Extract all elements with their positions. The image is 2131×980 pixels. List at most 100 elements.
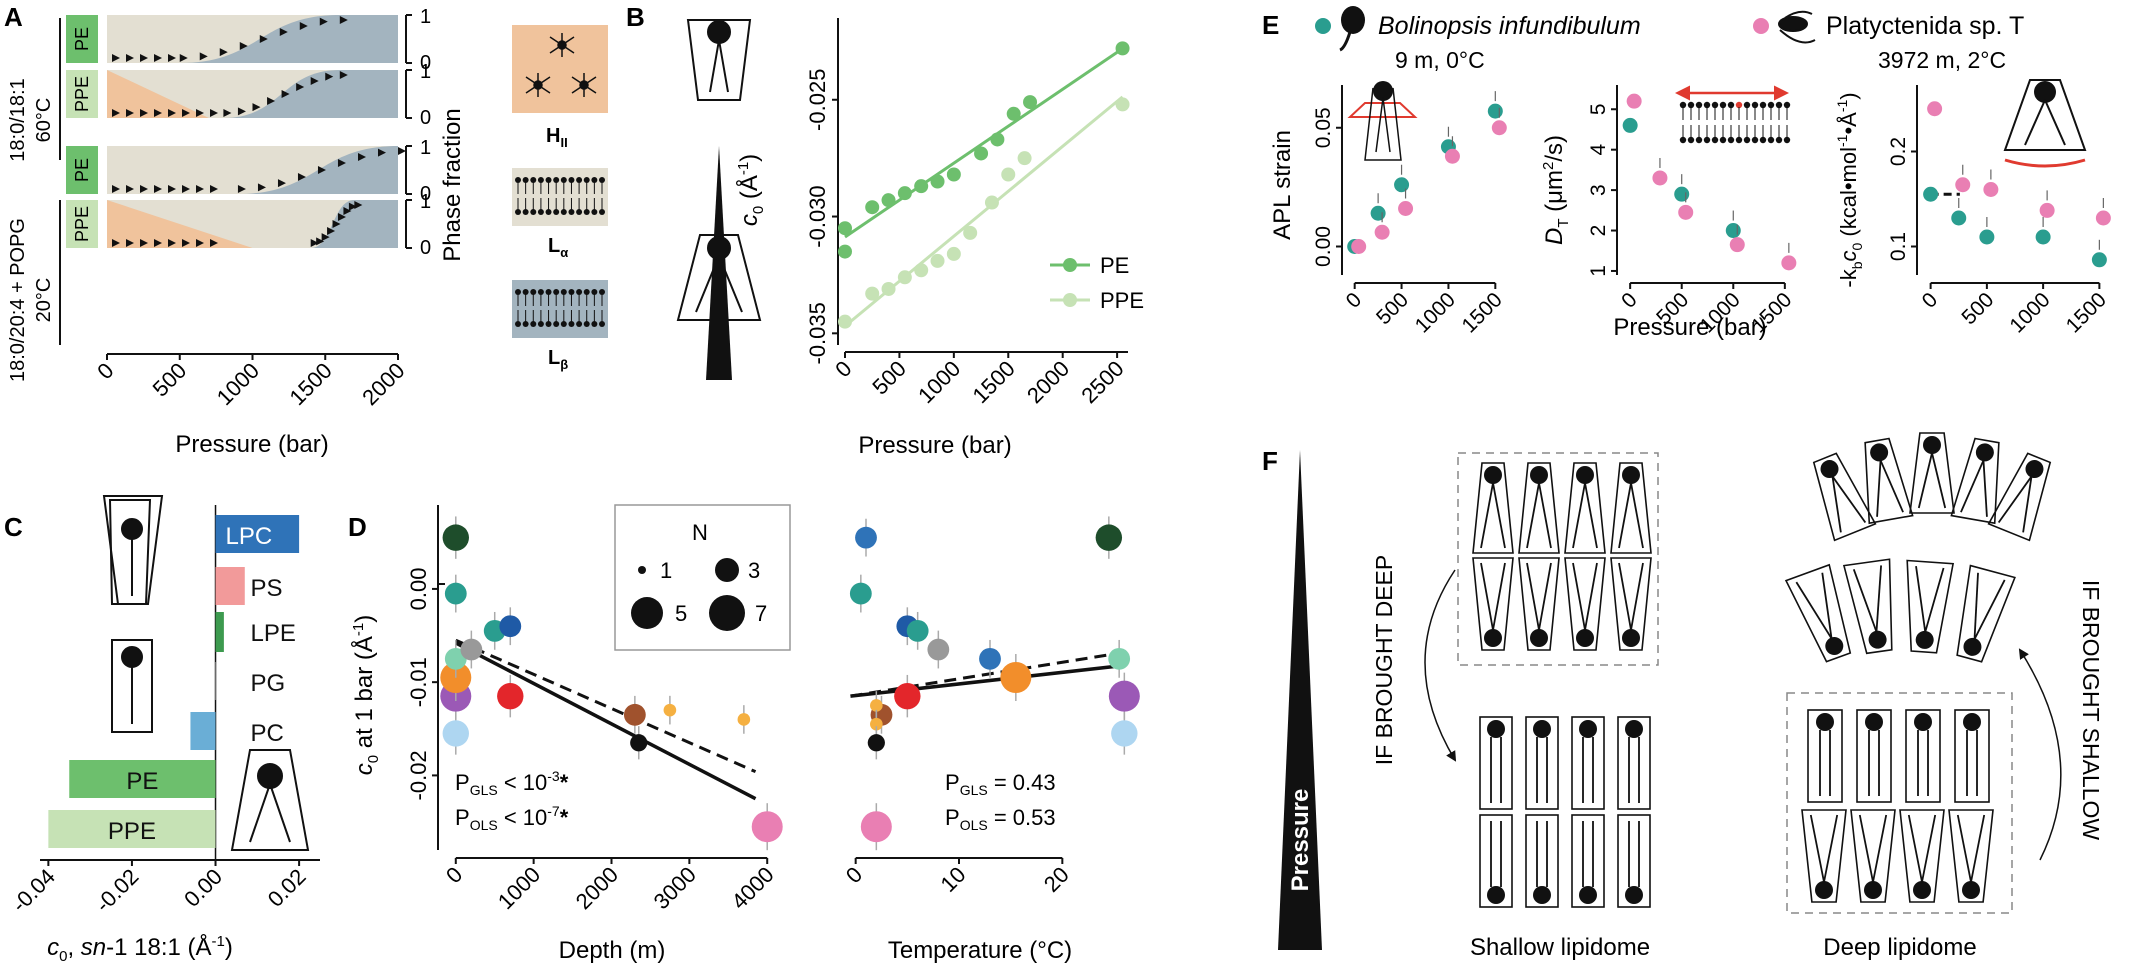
lipid-outline — [1472, 557, 1514, 651]
x-tick-label: 0 — [92, 358, 118, 384]
y-tick-label: 0.1 — [1887, 232, 1910, 261]
lipid-head — [1533, 886, 1551, 904]
lipid-tail — [1823, 814, 1839, 883]
lipid-outline — [1842, 558, 1893, 655]
species-point — [1095, 524, 1123, 551]
la-phase-icon — [515, 177, 605, 215]
lipid-unit — [1856, 709, 1892, 803]
lipid-head — [1703, 101, 1711, 109]
panel-letter-c: C — [4, 512, 23, 542]
row-label-box — [66, 70, 98, 118]
panel-letter-d: D — [348, 512, 367, 542]
data-marker — [140, 54, 148, 62]
lipid-head — [1743, 136, 1751, 144]
n-legend-1: 1 — [660, 558, 672, 583]
lipid-tail — [1931, 452, 1947, 509]
lipid-outline — [1518, 462, 1560, 554]
x-tick-label: 10 — [936, 862, 971, 897]
lipid-tail — [1538, 562, 1552, 631]
data-marker — [321, 233, 330, 242]
y-tick-label: -0.035 — [805, 302, 830, 364]
lipid-outline — [1905, 709, 1941, 803]
group1-label: 18:0/18:1 — [7, 78, 29, 161]
lipid-outline — [1571, 716, 1605, 810]
data-marker — [281, 90, 290, 98]
y-tick-label: -0.025 — [805, 69, 830, 131]
lipid-outline — [1909, 432, 1955, 514]
data-marker — [168, 239, 176, 247]
data-marker — [154, 54, 162, 62]
if-brought-deep-label: IF BROUGHT DEEP — [1371, 555, 1397, 765]
lipid-outline — [1812, 452, 1877, 542]
data-marker — [112, 109, 120, 117]
lb-phase-area — [223, 70, 398, 118]
data-point-species-2 — [1955, 177, 1971, 193]
lipid-head — [1870, 443, 1889, 462]
depth-x-label: Depth (m) — [559, 937, 666, 964]
lipid-head — [1767, 136, 1775, 144]
lipid-unit — [1472, 557, 1514, 651]
n-legend-7: 7 — [755, 601, 767, 626]
data-marker — [357, 152, 366, 161]
lipid-tail — [1956, 814, 1972, 883]
data-marker — [179, 54, 188, 62]
data-marker — [332, 220, 341, 228]
lipid-outline — [1948, 809, 1994, 903]
species-point — [442, 720, 469, 747]
lipid-tail — [1630, 562, 1644, 631]
lipid-head — [1687, 101, 1695, 109]
species1-env: 9 m, 0°C — [1395, 47, 1485, 73]
lipid-unit — [1564, 462, 1606, 554]
lb-phase-icon — [515, 289, 605, 327]
lipid-unit — [1472, 462, 1514, 554]
kbc0-y-label: -kbc0 (kcal•mol-1•Å-1) — [1834, 92, 1865, 287]
lipid-head — [1865, 713, 1883, 731]
lipid-head — [1816, 713, 1834, 731]
lipid-outline — [1899, 809, 1945, 903]
data-point-species-1 — [1622, 117, 1638, 133]
bar-lpe — [215, 612, 224, 652]
lipid-outline — [1864, 437, 1914, 525]
data-marker — [296, 83, 305, 92]
lipid-head — [1679, 136, 1687, 144]
data-marker — [299, 21, 308, 30]
lipid-tail — [1492, 562, 1506, 631]
panel-c: C LPC PS LPE PG PC PE PPE -0.04 -0.02 0.00 0.02 c0… — [4, 495, 320, 965]
data-point-ppe — [897, 270, 912, 285]
p-ols-left: POLS < 10-7* — [455, 803, 569, 833]
data-point-ppe — [914, 263, 929, 278]
lipid-outline — [1856, 709, 1892, 803]
lipid-tail — [1572, 562, 1586, 631]
lipid-head — [1963, 637, 1982, 656]
data-marker — [182, 185, 190, 193]
panel-a-y-label: Phase fraction — [439, 108, 466, 261]
panel-f: F Pressure IF BROUGHT DEEP IF BROUGHT SH… — [1262, 432, 2104, 961]
lipid-head — [2025, 460, 2044, 479]
data-marker — [196, 109, 204, 117]
lipid-head — [1703, 136, 1711, 144]
hii-phase-area — [107, 70, 209, 118]
data-marker — [126, 109, 134, 117]
n-legend-title: N — [692, 520, 708, 545]
lipid-unit — [1850, 809, 1896, 903]
lipid-head — [1923, 436, 1941, 454]
lipid-tail — [1480, 562, 1494, 631]
x-tick-label: 4000 — [726, 862, 778, 914]
lipid-head — [1751, 136, 1759, 144]
lipid-unit — [1899, 809, 1945, 903]
panel-b-y-label: c0 (Å-1) — [735, 154, 767, 226]
lipid-tail — [1852, 569, 1878, 633]
lipid-tail — [1821, 572, 1833, 639]
group1-temp: 60°C — [33, 98, 55, 143]
deep-lipidome-box — [1786, 692, 2013, 914]
data-marker — [182, 109, 190, 117]
data-point-species-2 — [1729, 237, 1745, 253]
data-point-pe — [838, 244, 852, 259]
data-point-ppe — [1017, 151, 1032, 166]
data-marker — [377, 148, 386, 157]
data-point-species-1 — [1725, 223, 1741, 239]
lb-label: Lβ — [548, 347, 568, 372]
y-tick-label: -0.01 — [406, 657, 431, 707]
lipid-tail — [1618, 482, 1632, 549]
lipid-tail — [1970, 814, 1986, 883]
